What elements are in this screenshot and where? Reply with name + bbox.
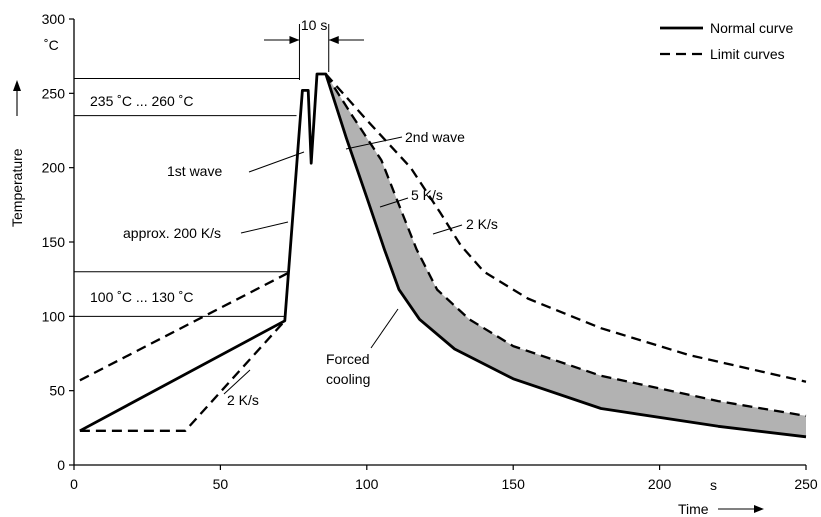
- x-tick-label: 100: [355, 476, 379, 492]
- limit-curve-line: [79, 320, 286, 432]
- annotation-text: 235 ˚C ... 260 ˚C: [90, 93, 194, 109]
- axes: 0 50 100 150 200 250 300 0 50 100 150 200 250 s ˚C Time…: [9, 11, 818, 517]
- x-tick-label: 50: [213, 476, 229, 492]
- annotation-text: 5 K/s: [411, 187, 443, 203]
- annotation-text: 2nd wave: [405, 129, 465, 145]
- x-unit-label: s: [710, 477, 717, 493]
- y-axis-arrow-head: [13, 80, 21, 91]
- limit-curve-line: [79, 272, 289, 382]
- x-tick-label: 150: [502, 476, 526, 492]
- y-tick-label: 300: [42, 11, 66, 27]
- annotation-text: Forced: [326, 351, 370, 367]
- series-lines: [79, 72, 807, 439]
- legend-label: Limit curves: [710, 46, 785, 62]
- shaded-band: [325, 74, 806, 437]
- y-tick-label: 50: [49, 383, 65, 399]
- annotation-leader: [432, 224, 463, 235]
- annotation-leader: [248, 151, 305, 173]
- annotation-leader: [223, 369, 251, 395]
- y-unit-label: ˚C: [44, 37, 59, 53]
- x-tick-label: 200: [648, 476, 672, 492]
- x-tick-label: 0: [70, 476, 78, 492]
- x-axis-arrow-head: [754, 505, 764, 513]
- dimension-arrow: [328, 36, 339, 44]
- y-axis-label: Temperature: [9, 148, 25, 227]
- y-tick-label: 250: [42, 85, 66, 101]
- x-tick-label: 250: [794, 476, 818, 492]
- annotations: 235 ˚C ... 260 ˚C 100 ˚C ... 130 ˚C 10 s 1s…: [90, 17, 498, 408]
- annotation-text: 2 K/s: [466, 216, 498, 232]
- annotation-text: 1st wave: [167, 163, 222, 179]
- annotation-text: 2 K/s: [227, 392, 259, 408]
- annotation-leader: [345, 136, 403, 150]
- y-tick-label: 200: [42, 160, 66, 176]
- legend: Normal curve Limit curves: [660, 20, 793, 62]
- x-axis-label: Time: [678, 501, 709, 517]
- legend-label: Normal curve: [710, 20, 793, 36]
- limit-curve-line: [324, 73, 807, 418]
- annotation-text: cooling: [326, 371, 370, 387]
- forced-cooling-band: [325, 74, 806, 437]
- y-tick-label: 0: [57, 457, 65, 473]
- dimension-arrow: [289, 36, 300, 44]
- reference-lines: [74, 77, 300, 317]
- annotation-text: 10 s: [301, 17, 327, 33]
- annotation-text: approx. 200 K/s: [123, 225, 221, 241]
- annotation-leader: [370, 308, 399, 349]
- annotation-leader: [379, 197, 409, 208]
- normal-curve-line: [79, 72, 807, 439]
- annotation-text: 100 ˚C ... 130 ˚C: [90, 289, 194, 305]
- y-tick-label: 150: [42, 234, 66, 250]
- y-tick-label: 100: [42, 308, 66, 324]
- annotation-leader: [240, 221, 289, 234]
